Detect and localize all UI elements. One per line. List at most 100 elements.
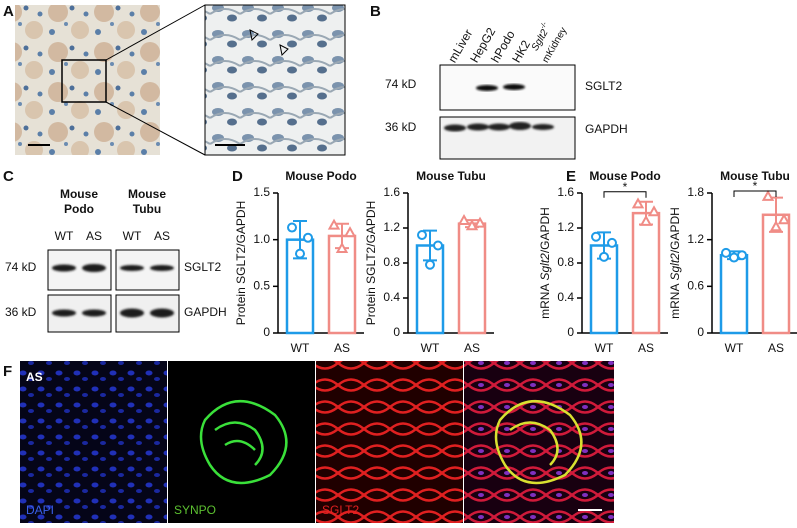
- protein-label: SGLT2: [585, 79, 622, 93]
- merge-image: [464, 361, 614, 523]
- lane-label: WT: [123, 229, 142, 243]
- y-tick-label: 0.8: [557, 255, 574, 269]
- sglt2-image: [316, 361, 463, 523]
- chart-title: Mouse Tubu: [416, 169, 486, 183]
- size-label: 36 kD: [385, 120, 417, 134]
- panel-label: D: [232, 168, 243, 185]
- data-point: [761, 189, 775, 201]
- blot-box: [439, 116, 576, 160]
- bar: [719, 253, 749, 335]
- band: [476, 85, 498, 91]
- x-tick-label: AS: [334, 341, 350, 355]
- y-axis-label: mRNA Sglt2/GAPDH: [668, 207, 682, 319]
- data-point: [591, 231, 601, 242]
- y-tick-label: 1.8: [687, 185, 704, 199]
- channel-label: SGLT2: [322, 503, 359, 517]
- x-tick-label: AS: [768, 341, 784, 355]
- band: [82, 264, 106, 272]
- band: [82, 309, 106, 317]
- y-tick-label: 0: [393, 325, 400, 339]
- protein-label: SGLT2: [184, 260, 221, 274]
- condition-label: AS: [26, 370, 43, 384]
- data-point: [769, 220, 783, 232]
- size-label: 36 kD: [5, 305, 37, 319]
- zoom-line: [105, 4, 206, 61]
- data-point: [631, 197, 645, 209]
- y-tick-label: 1.2: [687, 232, 704, 246]
- y-axis-label: mRNA Sglt2/GAPDH: [538, 207, 552, 319]
- data-point: [639, 214, 653, 226]
- band: [467, 123, 489, 131]
- lane-label: AS: [86, 229, 102, 243]
- bar: [631, 211, 661, 335]
- y-tick-label: 0.8: [383, 255, 400, 269]
- y-label-part: /GAPDH: [538, 207, 552, 253]
- dapi-image: [20, 361, 167, 523]
- significance-bracket: [733, 190, 777, 197]
- y-tick-label: 1.5: [253, 185, 270, 199]
- data-point: [607, 237, 617, 248]
- x-tick-label: WT: [291, 341, 310, 355]
- data-point: [729, 252, 739, 263]
- group-label: Podo: [64, 202, 94, 216]
- significance-label: *: [623, 180, 628, 194]
- chart-title: Mouse Tubu: [720, 169, 790, 183]
- panel-label: C: [3, 168, 14, 185]
- significance-label: *: [753, 179, 758, 193]
- chart-title: Mouse Podo: [285, 169, 356, 183]
- glomerulus: [199, 400, 288, 485]
- x-tick-label: AS: [638, 341, 654, 355]
- bar: [457, 222, 487, 335]
- data-point: [457, 213, 471, 225]
- data-point: [303, 232, 313, 243]
- x-tick-label: WT: [595, 341, 614, 355]
- chart-title: Mouse Podo: [589, 169, 660, 183]
- group-label: Mouse: [60, 187, 98, 201]
- y-label-part: mRNA: [668, 284, 682, 319]
- y-label-part: mRNA: [538, 284, 552, 319]
- data-point: [327, 218, 341, 230]
- y-tick-label: 1.6: [557, 185, 574, 199]
- x-tick-label: AS: [464, 341, 480, 355]
- y-axis-label: Protein SGLT2/GAPDH: [234, 201, 248, 326]
- band: [503, 84, 525, 90]
- data-point: [343, 226, 357, 238]
- band: [150, 265, 174, 271]
- significance-bracket: [603, 191, 647, 198]
- y-tick-label: 0: [263, 325, 270, 339]
- data-point: [599, 251, 609, 262]
- group-label: Mouse: [128, 187, 166, 201]
- y-tick-label: 0: [567, 325, 574, 339]
- protein-label: GAPDH: [585, 122, 628, 136]
- band: [532, 124, 554, 130]
- panel-label: F: [3, 363, 12, 380]
- y-tick-label: 0.4: [557, 290, 574, 304]
- data-point: [335, 241, 349, 253]
- arrowheads: [249, 29, 289, 57]
- lane-label: AS: [154, 229, 170, 243]
- y-tick-label: 1.2: [557, 220, 574, 234]
- y-tick-label: 0.6: [687, 279, 704, 293]
- channel-label: SYNPO: [174, 503, 216, 517]
- panel-label: E: [566, 168, 576, 185]
- data-point: [417, 230, 427, 240]
- y-tick-label: 1.6: [383, 185, 400, 199]
- data-point: [777, 213, 791, 225]
- genotype: -/-: [539, 20, 549, 30]
- data-point: [295, 248, 305, 259]
- lane-label: WT: [55, 229, 74, 243]
- y-label-part: Sglt2: [668, 253, 682, 281]
- x-tick-label: WT: [421, 341, 440, 355]
- band: [52, 309, 76, 317]
- data-point: [473, 216, 487, 228]
- data-point: [647, 205, 661, 217]
- band: [509, 122, 531, 130]
- data-point: [287, 222, 297, 233]
- data-point: [425, 259, 435, 270]
- y-label-part: /GAPDH: [668, 207, 682, 253]
- y-axis-label: Protein SGLT2/GAPDH: [364, 201, 378, 326]
- data-point: [737, 250, 747, 261]
- zoom-image: [204, 4, 346, 156]
- x-tick-label: WT: [725, 341, 744, 355]
